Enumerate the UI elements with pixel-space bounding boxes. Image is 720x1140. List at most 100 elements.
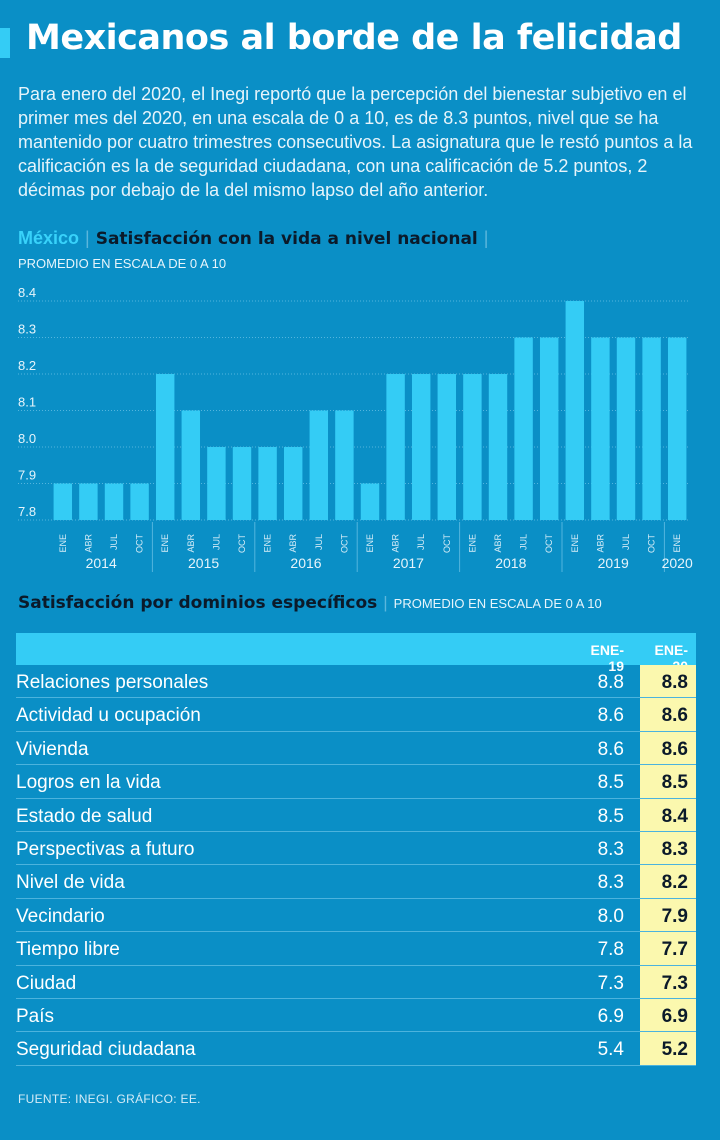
domain-label: Vivienda bbox=[16, 738, 89, 760]
value-ene20: 7.7 bbox=[661, 939, 688, 961]
x-tick-label: OCT bbox=[339, 534, 349, 554]
x-tick-label: ENE bbox=[160, 534, 170, 553]
value-ene20: 7.3 bbox=[661, 972, 688, 994]
bar bbox=[155, 374, 175, 520]
domains-header-separator: | bbox=[383, 593, 388, 612]
domain-label: Actividad u ocupación bbox=[16, 705, 201, 727]
year-label: 2019 bbox=[598, 555, 629, 571]
bar bbox=[207, 447, 226, 520]
y-tick-label: 8.0 bbox=[18, 431, 36, 446]
x-tick-label: OCT bbox=[544, 534, 554, 554]
table-row: Relaciones personales 8.8 8.8 bbox=[16, 665, 696, 699]
x-tick-label: JUL bbox=[621, 534, 631, 550]
x-tick-label: JUL bbox=[211, 534, 221, 550]
table-row: Tiempo libre 7.8 7.7 bbox=[16, 932, 696, 966]
bar bbox=[53, 483, 73, 520]
chart-subtitle: PROMEDIO EN ESCALA DE 0 A 10 bbox=[18, 256, 227, 271]
value-ene20: 8.2 bbox=[661, 872, 688, 894]
bar bbox=[232, 447, 252, 520]
x-tick-label: JUL bbox=[519, 534, 529, 550]
value-ene19: 8.8 bbox=[597, 672, 624, 693]
bar bbox=[360, 483, 380, 520]
table-row: Vivienda 8.6 8.6 bbox=[16, 732, 696, 766]
bar bbox=[437, 374, 457, 520]
x-tick-label: ENE bbox=[467, 534, 477, 553]
value-ene19: 8.6 bbox=[597, 705, 624, 727]
x-tick-label: ABR bbox=[186, 534, 196, 553]
bar bbox=[642, 337, 661, 520]
x-tick-label: ABR bbox=[288, 534, 298, 553]
y-tick-label: 8.1 bbox=[18, 395, 36, 410]
chart-header: México | Satisfacción con la vida a nivel … bbox=[18, 228, 494, 249]
value-ene20: 8.8 bbox=[661, 672, 688, 693]
page-title: Mexicanos al borde de la felicidad bbox=[26, 18, 682, 58]
bar bbox=[258, 447, 277, 520]
y-tick-label: 8.3 bbox=[18, 322, 36, 337]
chart-country: México bbox=[18, 228, 80, 248]
domains-header: Satisfacción por dominios específicos | PR… bbox=[18, 593, 602, 613]
bar bbox=[539, 337, 559, 520]
domain-label: Estado de salud bbox=[16, 805, 153, 827]
x-tick-label: JUL bbox=[314, 534, 324, 550]
table-row: Estado de salud 8.5 8.4 bbox=[16, 799, 696, 832]
bar bbox=[514, 337, 533, 520]
value-ene19: 5.4 bbox=[597, 1039, 624, 1061]
y-tick-label: 7.9 bbox=[18, 468, 36, 483]
intro-paragraph: Para enero del 2020, el Inegi reportó qu… bbox=[18, 84, 693, 200]
bar bbox=[181, 410, 201, 520]
value-ene19: 8.5 bbox=[597, 805, 624, 827]
year-label: 2018 bbox=[495, 555, 526, 571]
bar bbox=[309, 410, 329, 520]
bar bbox=[386, 374, 405, 520]
table-row: Nivel de vida 8.3 8.2 bbox=[16, 865, 696, 899]
domain-label: Relaciones personales bbox=[16, 672, 209, 693]
bar bbox=[463, 374, 482, 520]
table-row: Actividad u ocupación 8.6 8.6 bbox=[16, 698, 696, 732]
chart-header-separator-end: | bbox=[483, 228, 489, 248]
value-ene20: 8.3 bbox=[661, 838, 688, 860]
life-satisfaction-bar-chart: 8.4 8.3 8.2 8.1 8.0 7.9 7.8 ENE ABR JUL OCT ENE ABR J… bbox=[18, 285, 693, 572]
y-tick-label: 8.4 bbox=[18, 285, 36, 300]
y-tick-label: 7.8 bbox=[18, 504, 36, 519]
x-tick-label: ENE bbox=[58, 534, 68, 553]
x-tick-label: ABR bbox=[595, 534, 605, 553]
table-row: País 6.9 6.9 bbox=[16, 999, 696, 1033]
bar bbox=[565, 301, 585, 520]
bar bbox=[283, 447, 303, 520]
x-tick-label: ENE bbox=[263, 534, 273, 553]
x-tick-label: OCT bbox=[647, 534, 657, 554]
x-tick-label: JUL bbox=[416, 534, 426, 550]
x-tick-label: JUL bbox=[109, 534, 119, 550]
value-ene20: 7.9 bbox=[661, 905, 688, 927]
table-header: ENE-19 ENE-20 bbox=[16, 633, 696, 674]
domain-label: Logros en la vida bbox=[16, 772, 161, 794]
domain-label: Ciudad bbox=[16, 972, 77, 994]
value-ene20: 8.4 bbox=[661, 805, 688, 827]
value-ene19: 8.0 bbox=[597, 905, 624, 927]
x-tick-label: ABR bbox=[83, 534, 93, 553]
col-ene19-header: ENE-19 bbox=[590, 642, 624, 674]
bar bbox=[667, 337, 687, 520]
bar bbox=[488, 374, 508, 520]
domain-label: Tiempo libre bbox=[16, 939, 120, 961]
value-ene20: 8.5 bbox=[661, 772, 688, 794]
year-label: 2016 bbox=[290, 555, 321, 571]
table-row: Ciudad 7.3 7.3 bbox=[16, 966, 696, 999]
year-label: 2020 bbox=[662, 555, 693, 571]
x-tick-label: ENE bbox=[365, 534, 375, 553]
year-label: 2017 bbox=[393, 555, 424, 571]
value-ene20: 6.9 bbox=[661, 1005, 688, 1027]
value-ene20: 8.6 bbox=[661, 738, 688, 760]
year-label: 2015 bbox=[188, 555, 219, 571]
ene20-highlight-column bbox=[640, 665, 696, 1066]
table-row: Perspectivas a futuro 8.3 8.3 bbox=[16, 832, 696, 866]
x-tick-label: ENE bbox=[570, 534, 580, 553]
bar bbox=[104, 483, 124, 520]
chart-header-separator: | bbox=[85, 228, 90, 248]
value-ene19: 7.3 bbox=[597, 972, 624, 994]
x-tick-label: ENE bbox=[672, 534, 682, 553]
table-row: Seguridad ciudadana 5.4 5.2 bbox=[16, 1032, 696, 1066]
bar bbox=[79, 483, 98, 520]
value-ene19: 8.3 bbox=[597, 872, 624, 894]
table-body: Relaciones personales 8.8 8.8 Actividad u o… bbox=[16, 665, 696, 1066]
